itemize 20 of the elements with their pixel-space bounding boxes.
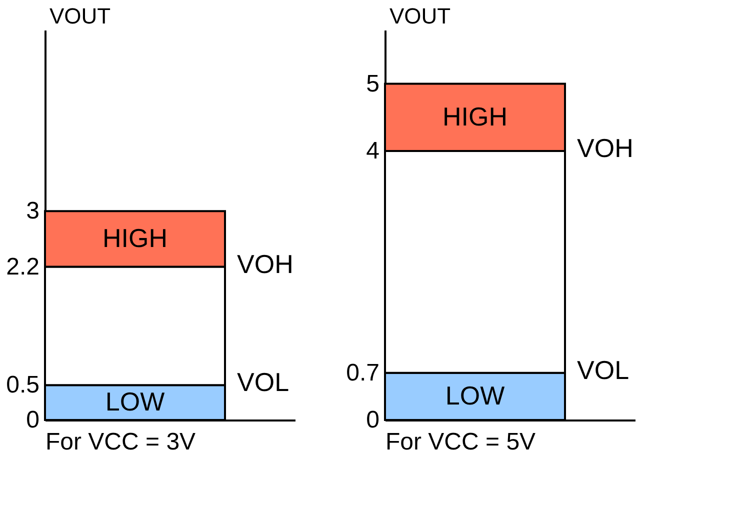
y-tick-label: 5 bbox=[366, 70, 380, 98]
annotation: VOL bbox=[237, 367, 290, 398]
annotation: VOL bbox=[577, 354, 630, 385]
annotation: VOH bbox=[577, 133, 634, 164]
series-label: LOW bbox=[105, 386, 166, 417]
x-axis-title: For VCC = 3V bbox=[46, 428, 196, 456]
series-label: HIGH bbox=[102, 222, 168, 253]
annotation: VOH bbox=[237, 248, 294, 279]
x-axis-title: For VCC = 5V bbox=[386, 428, 536, 456]
y-tick-label: 3 bbox=[26, 198, 40, 225]
series-label: LOW bbox=[445, 380, 506, 410]
y-tick-label: 0 bbox=[366, 406, 380, 434]
y-tick-label: 0.5 bbox=[6, 372, 40, 399]
y-axis-title: VOUT bbox=[390, 4, 451, 28]
series-label: HIGH bbox=[442, 101, 508, 132]
y-tick-label: 0 bbox=[26, 406, 40, 434]
y-tick-label: 0.7 bbox=[346, 359, 380, 386]
y-tick-label: 4 bbox=[366, 138, 380, 165]
y-tick-label: 2.2 bbox=[6, 253, 40, 280]
y-axis-title: VOUT bbox=[50, 4, 111, 28]
